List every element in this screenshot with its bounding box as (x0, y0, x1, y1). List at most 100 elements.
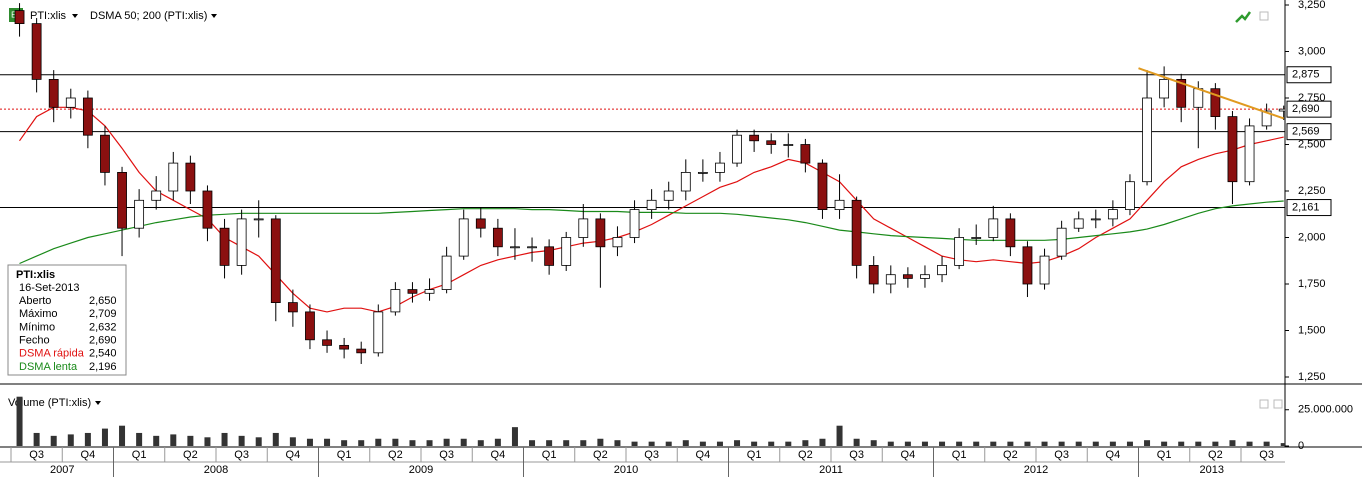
volume-bar (836, 425, 843, 446)
window-icon[interactable] (1273, 399, 1283, 409)
candle-body (48, 79, 59, 108)
volume-bar (221, 432, 228, 446)
volume-bar (84, 432, 91, 446)
quarter-label: Q4 (1106, 449, 1121, 461)
volume-bar (887, 441, 894, 446)
quarter-label: Q2 (1208, 449, 1223, 461)
info-label: Aberto (19, 295, 51, 307)
candle-body (202, 190, 213, 229)
volume-bar (443, 438, 450, 446)
quarter-label: Q4 (696, 449, 711, 461)
indicator-menu[interactable]: DSMA 50; 200 (PTI:xlis) (90, 10, 207, 22)
info-label: Fecho (19, 335, 50, 347)
volume-tick-label: 0 (1298, 440, 1304, 452)
volume-bar (1229, 440, 1236, 446)
candle-body (920, 274, 930, 279)
candle-body (356, 348, 367, 354)
candle-body (253, 218, 264, 221)
candle-body (1193, 88, 1204, 108)
volume-bar (870, 440, 877, 446)
candle-body (458, 218, 469, 257)
y-tick-label: 3,250 (1298, 0, 1326, 11)
year-label: 2007 (50, 464, 74, 476)
trend-icon[interactable] (1235, 11, 1252, 23)
moving-average-line (19, 106, 1284, 313)
volume-bar (546, 440, 553, 446)
volume-bar (67, 434, 74, 446)
volume-bar (170, 434, 177, 446)
candle-body (185, 162, 196, 192)
candle-body (492, 227, 503, 248)
last-price-box (1286, 100, 1332, 118)
level-label: 2,875 (1292, 69, 1320, 81)
level-label-box (1286, 66, 1332, 84)
volume-bar (50, 435, 57, 446)
candle-body (510, 246, 520, 249)
candle-body (800, 144, 811, 164)
volume-bar (529, 440, 536, 446)
candle-body (954, 237, 965, 266)
candle-body (219, 227, 230, 266)
quarter-label: Q4 (286, 449, 301, 461)
candle-body (749, 134, 760, 142)
candle-body (595, 218, 606, 248)
trendline (1138, 67, 1285, 120)
y-tick-label: 1,750 (1298, 278, 1326, 290)
dropdown-arrow[interactable] (95, 401, 101, 405)
volume-bar (306, 438, 313, 446)
candle-body (1125, 181, 1135, 210)
volume-bar (956, 441, 963, 446)
candle-body (783, 144, 794, 146)
year-label: 2011 (819, 464, 843, 476)
candle-body (646, 199, 657, 211)
candle-body (885, 274, 896, 285)
candle-body (902, 274, 913, 279)
candle-body (1107, 209, 1118, 220)
volume-bar (16, 396, 23, 446)
volume-bar (921, 441, 928, 446)
candle-body (373, 311, 384, 354)
quarter-label: Q2 (593, 449, 608, 461)
volume-bar (341, 440, 348, 446)
candle-body (629, 209, 640, 238)
volume-bar (802, 440, 809, 446)
quarter-label: Q2 (388, 449, 403, 461)
candle-body (134, 199, 145, 229)
candle-body (1159, 79, 1170, 99)
window-icon[interactable] (1259, 11, 1269, 21)
volume-bar (973, 441, 980, 446)
volume-bar (255, 437, 262, 446)
level-label: 2,569 (1292, 126, 1320, 138)
volume-bar (1161, 441, 1168, 446)
volume-bar (1041, 441, 1048, 446)
level-label-box (1286, 199, 1332, 217)
volume-bar (751, 441, 758, 446)
candle-body (287, 302, 298, 313)
symbol-menu[interactable]: PTI:xlis (30, 10, 67, 22)
candle-body (1022, 246, 1033, 285)
quarter-label: Q1 (337, 449, 352, 461)
volume-title[interactable]: Volume (PTI:xlis) (8, 397, 91, 409)
volume-bar (785, 441, 792, 446)
quarter-label: Q1 (542, 449, 557, 461)
volume-bar (119, 425, 126, 446)
window-icon[interactable] (1259, 399, 1269, 409)
quarter-label: Q4 (901, 449, 916, 461)
candle-body (527, 246, 537, 249)
y-tick-label: 1,500 (1298, 324, 1326, 336)
volume-bar (238, 435, 245, 446)
volume-bar (990, 441, 997, 446)
quarter-label: Q2 (798, 449, 813, 461)
quarter-label: Q1 (1157, 449, 1172, 461)
candle-body (168, 162, 179, 192)
year-label: 2008 (204, 464, 228, 476)
volume-bar (511, 427, 518, 446)
candle-body (578, 218, 589, 238)
candle-body (236, 218, 247, 266)
volume-bar (324, 438, 331, 446)
dropdown-arrow[interactable] (211, 14, 217, 18)
dropdown-arrow[interactable] (72, 14, 78, 18)
info-label: Máximo (19, 308, 58, 320)
volume-bar (716, 441, 723, 446)
volume-bar (1092, 441, 1099, 446)
